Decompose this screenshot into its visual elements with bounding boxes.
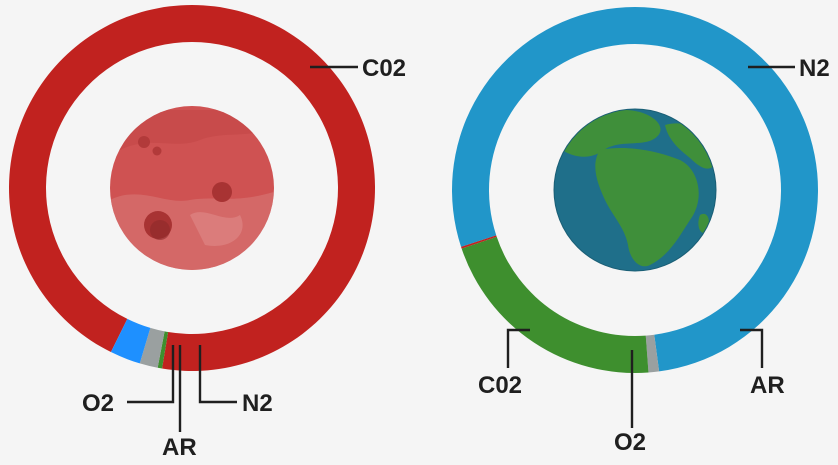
earth-slice-o2 [461,236,649,374]
earth-donut [452,6,819,374]
earth-globe-icon [553,108,717,272]
mars-slice-n2 [110,318,151,364]
earth-slice-c02 [461,235,497,249]
label-mars-o2: O2 [82,390,114,417]
label-mars-ar: AR [162,434,197,460]
mars-planet-icon [110,106,274,270]
mars-slice-o2 [157,331,169,369]
earth-slice-ar [645,334,660,373]
label-mars-n2: N2 [242,390,273,417]
label-earth-ar: AR [750,372,785,399]
leader-mars-n2 [198,345,237,404]
leader-earth-ar [740,328,764,368]
label-earth-n2: N2 [799,55,830,82]
mars-donut [9,5,376,372]
label-earth-o2: O2 [614,429,646,456]
leader-mars-o2 [127,345,175,404]
leader-earth-co2 [506,328,530,368]
label-earth-co2: C02 [478,372,522,399]
leader-lines [127,65,795,432]
label-mars-co2: C02 [362,55,406,82]
mars-slice-ar [139,327,165,368]
